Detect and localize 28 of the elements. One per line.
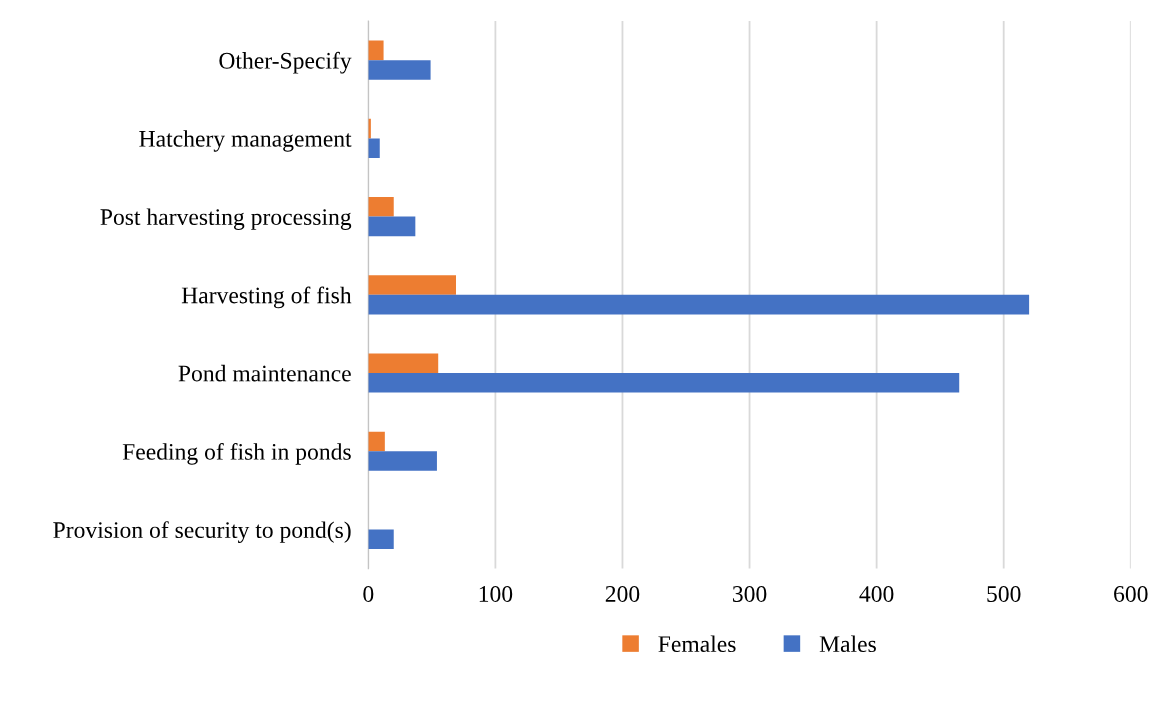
bar: [368, 197, 394, 217]
y-tick-label: Pond maintenance: [178, 364, 351, 382]
bar: [368, 373, 960, 393]
y-tick-label: Post harvesting processing: [100, 208, 352, 230]
bar: [368, 60, 431, 80]
x-tick-label: 400: [859, 585, 894, 602]
bar: [368, 275, 456, 295]
y-tick-label: Hatchery management: [139, 130, 352, 152]
bar: [368, 529, 394, 550]
legend-label: Females: [658, 635, 736, 653]
bar: [368, 294, 1030, 315]
bar: [368, 451, 437, 471]
x-tick-label: 600: [1114, 585, 1148, 602]
y-tick-label: Provision of security to pond(s): [53, 521, 351, 543]
y-tick-label: Feeding of fish in ponds: [122, 442, 351, 465]
y-tick-label: Harvesting of fish: [181, 286, 352, 309]
x-tick-label: 100: [479, 585, 513, 602]
bar: [368, 138, 380, 158]
legend-label: Males: [819, 635, 876, 653]
x-tick-label: 0: [363, 585, 374, 602]
bar: [368, 431, 385, 452]
bar: [368, 40, 384, 61]
x-tick-label: 300: [732, 585, 767, 602]
x-tick-label: 200: [605, 585, 640, 602]
bar: [368, 353, 439, 374]
y-tick-label: Other-Specify: [219, 51, 352, 74]
bar: [368, 216, 416, 237]
x-tick-label: 500: [987, 585, 1021, 602]
